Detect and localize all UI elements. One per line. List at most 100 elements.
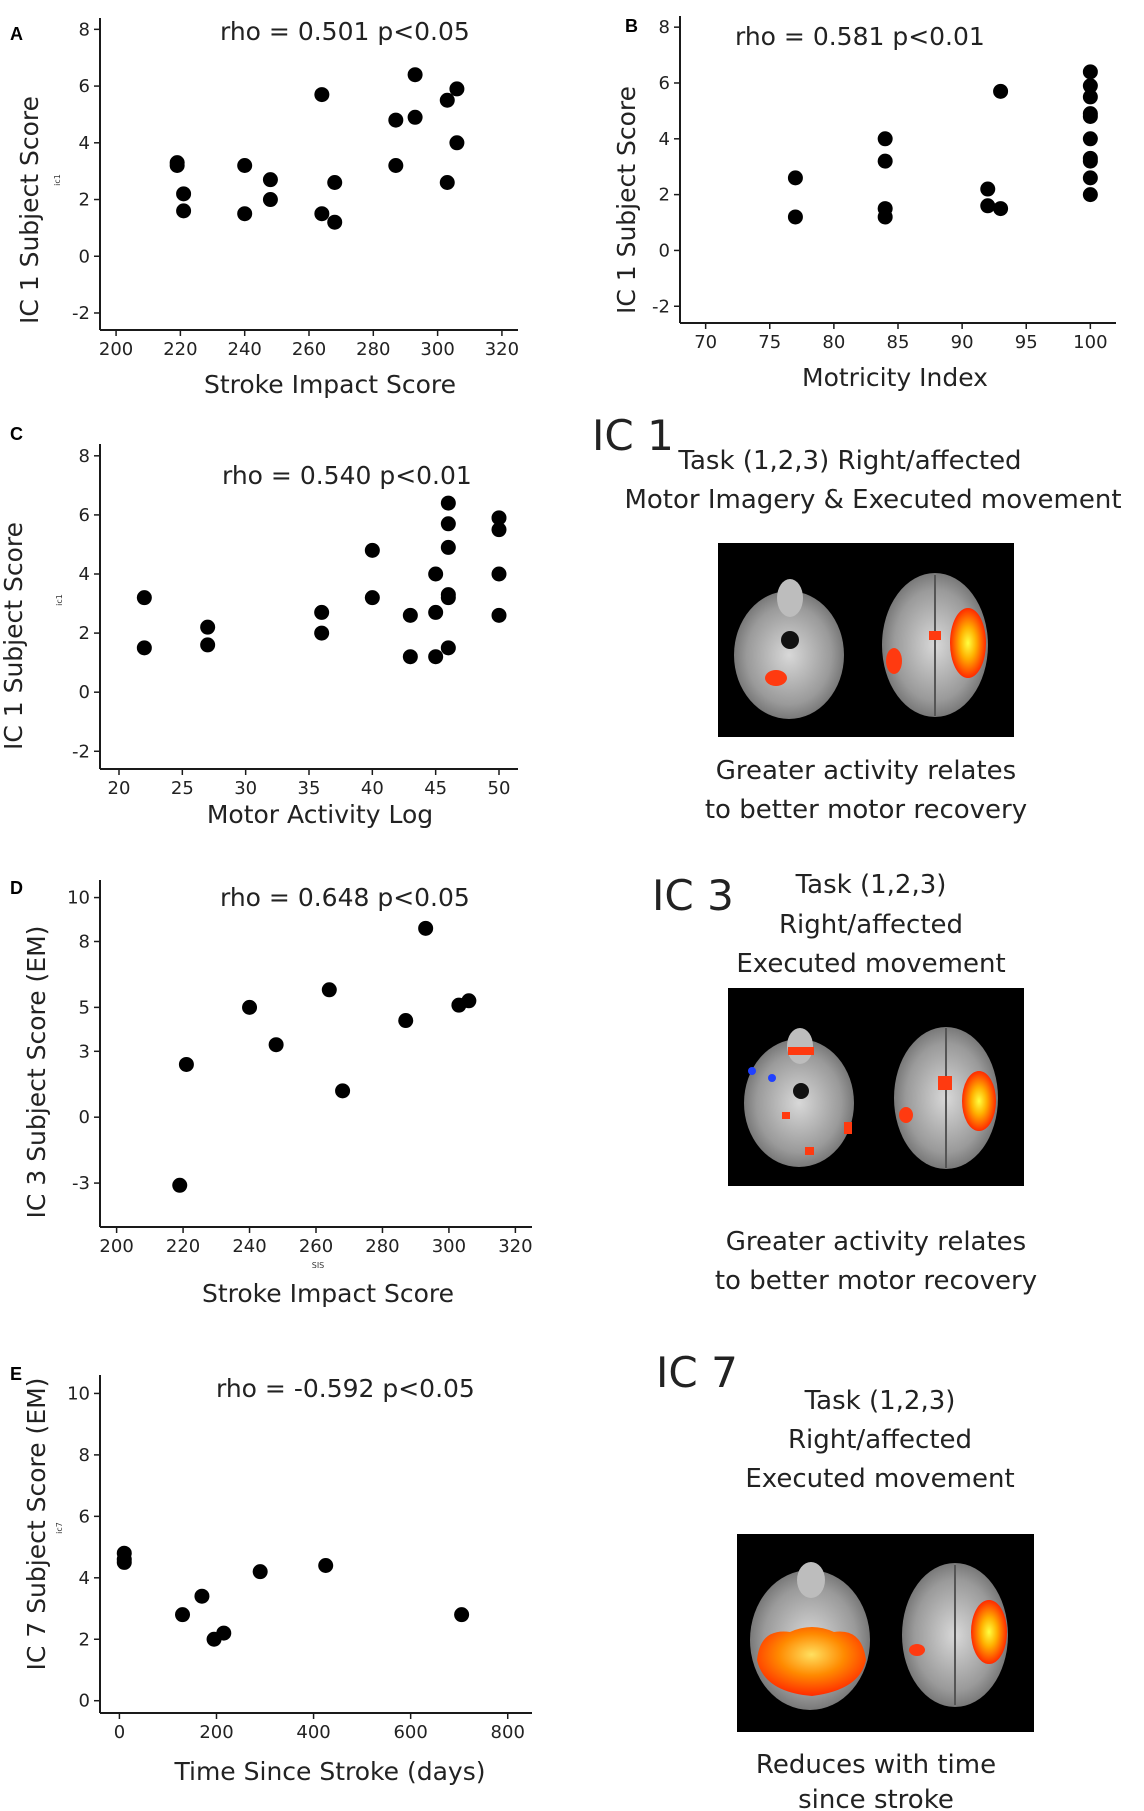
ic1-caption-line-2: to better motor recovery bbox=[705, 795, 1027, 825]
x-tick-label: 200 bbox=[99, 1236, 133, 1257]
y-axis-sublabel: ic1 bbox=[55, 594, 64, 606]
data-point bbox=[1082, 187, 1098, 203]
y-tick-label: 10 bbox=[67, 1383, 90, 1404]
x-tick-label: 800 bbox=[491, 1722, 525, 1743]
data-point bbox=[398, 1013, 414, 1029]
data-point bbox=[428, 566, 444, 582]
ic1-fourth-ventricle bbox=[781, 631, 799, 649]
ic3-activation-motor-cortex bbox=[962, 1071, 996, 1131]
y-tick-label: 0 bbox=[79, 1107, 90, 1128]
data-point bbox=[176, 203, 192, 219]
ic7-heading: IC 7 bbox=[656, 1348, 738, 1397]
data-point bbox=[175, 1607, 191, 1623]
ic1-task-line-1: Task (1,2,3) Right/affected bbox=[677, 446, 1021, 476]
x-tick-label: 35 bbox=[298, 778, 321, 799]
y-tick-label: -2 bbox=[72, 741, 90, 762]
ic7-caption-line-1: Reduces with time bbox=[756, 1750, 996, 1780]
ic3-task-line-3: Executed movement bbox=[736, 949, 1005, 979]
ic1-caption-line-1: Greater activity relates bbox=[716, 756, 1016, 786]
x-tick-label: 45 bbox=[424, 778, 447, 799]
data-point bbox=[200, 637, 216, 653]
x-tick-label: 280 bbox=[356, 339, 390, 360]
x-tick-label: 300 bbox=[432, 1236, 466, 1257]
data-point bbox=[242, 999, 258, 1015]
data-point bbox=[491, 566, 507, 582]
data-point bbox=[262, 172, 278, 188]
y-tick-label: 6 bbox=[79, 505, 90, 526]
data-point bbox=[116, 1554, 132, 1570]
x-axis-label: Stroke Impact Score bbox=[202, 1279, 454, 1308]
data-point bbox=[318, 1558, 334, 1574]
ic1-activation-motor-cortex bbox=[950, 608, 986, 678]
ic3-caption-line-1: Greater activity relates bbox=[726, 1227, 1026, 1257]
y-axis-label: IC 7 Subject Score (EM) bbox=[22, 1378, 51, 1671]
data-point bbox=[194, 1588, 210, 1604]
ic7-brain-image bbox=[737, 1534, 1034, 1732]
data-point bbox=[787, 170, 803, 186]
data-point bbox=[178, 1056, 194, 1072]
data-point bbox=[327, 214, 343, 230]
y-tick-label: 3 bbox=[79, 1041, 90, 1062]
data-point bbox=[439, 175, 455, 191]
ic3-panel: IC 3 Task (1,2,3) Right/affected Execute… bbox=[652, 870, 1037, 1296]
data-point bbox=[268, 1037, 284, 1053]
ic3-activation-ipsilateral bbox=[899, 1107, 913, 1123]
data-point bbox=[440, 539, 456, 555]
data-point bbox=[1082, 170, 1098, 186]
ic3-fourth-ventricle bbox=[793, 1083, 809, 1099]
data-point bbox=[877, 153, 893, 169]
ic1-activation-sma bbox=[929, 631, 941, 640]
data-point bbox=[262, 192, 278, 208]
data-point bbox=[237, 157, 253, 173]
x-tick-label: 30 bbox=[234, 778, 257, 799]
data-point bbox=[172, 1177, 188, 1193]
ic7-task-line-1: Task (1,2,3) bbox=[804, 1386, 956, 1416]
y-tick-label: 10 bbox=[67, 888, 90, 909]
ic7-activation-ipsilateral bbox=[909, 1644, 925, 1656]
data-point bbox=[877, 209, 893, 225]
data-point bbox=[407, 67, 423, 83]
data-point bbox=[237, 206, 253, 222]
x-tick-label: 200 bbox=[99, 339, 133, 360]
data-point bbox=[1082, 89, 1098, 105]
ic3-axial-slice-inferior bbox=[744, 1039, 854, 1167]
x-tick-label: 100 bbox=[1073, 332, 1107, 353]
x-tick-label: 260 bbox=[299, 1236, 333, 1257]
ic1-activation-ipsilateral bbox=[886, 648, 902, 674]
data-point bbox=[314, 604, 330, 620]
data-point bbox=[402, 649, 418, 665]
ic1-brain-image bbox=[718, 543, 1014, 737]
data-point bbox=[388, 157, 404, 173]
data-point bbox=[200, 619, 216, 635]
y-tick-label: 8 bbox=[659, 17, 670, 38]
panel-letter: C bbox=[10, 424, 23, 444]
scatter-panel-e: 0 200 400 600 800 0 2 4 6 8 10 E rho = -0.592 p<0.05… bbox=[10, 1364, 532, 1786]
data-point bbox=[364, 590, 380, 606]
data-point bbox=[335, 1083, 351, 1099]
data-point bbox=[440, 640, 456, 656]
ic3-deactivation-1 bbox=[748, 1067, 756, 1075]
scatter-panel-a: 200 220 240 260 280 300 320 -2 0 2 4 6 8 A rho = 0.501… bbox=[10, 17, 519, 399]
ic3-activation-cerebellum-2 bbox=[844, 1122, 852, 1134]
x-axis-label: Stroke Impact Score bbox=[204, 370, 456, 399]
data-point bbox=[314, 87, 330, 103]
data-point bbox=[1082, 153, 1098, 169]
ic3-heading: IC 3 bbox=[652, 871, 734, 920]
y-tick-label: -2 bbox=[652, 296, 670, 317]
y-tick-label: 5 bbox=[79, 997, 90, 1018]
data-point bbox=[440, 590, 456, 606]
x-tick-label: 220 bbox=[163, 339, 197, 360]
y-tick-label: 2 bbox=[79, 190, 90, 211]
ic3-activation-cerebellum-1 bbox=[782, 1112, 790, 1119]
data-point bbox=[388, 112, 404, 128]
x-tick-label: 95 bbox=[1015, 332, 1038, 353]
x-tick-label: 260 bbox=[292, 339, 326, 360]
y-tick-label: 0 bbox=[79, 1691, 90, 1712]
x-tick-label: 240 bbox=[228, 339, 262, 360]
x-axis-sublabel: SIS bbox=[312, 1261, 325, 1270]
data-point bbox=[136, 590, 152, 606]
x-tick-label: 80 bbox=[822, 332, 845, 353]
scatter-panel-d: 200 220 240 260 280 300 320 -3 0 3 5 8 10 D rho = 0.64… bbox=[10, 878, 533, 1308]
data-point bbox=[176, 186, 192, 202]
